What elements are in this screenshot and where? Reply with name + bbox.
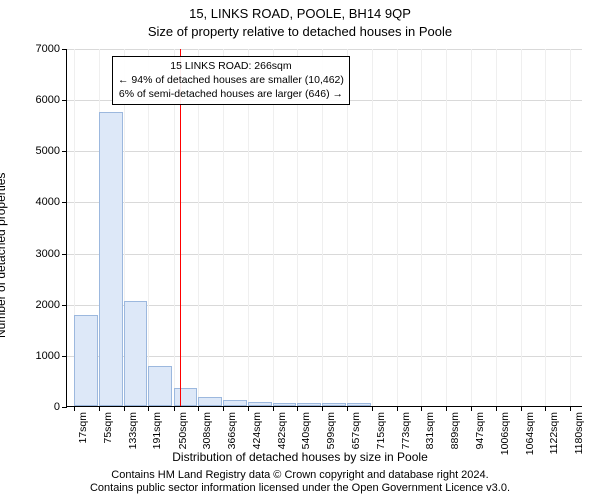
x-tick-mark <box>297 406 298 411</box>
x-tick-mark <box>198 406 199 411</box>
x-tick-label: 773sqm <box>400 412 412 449</box>
annotation-line-3: 6% of semi-detached houses are larger (6… <box>119 88 343 100</box>
x-tick-label: 1006sqm <box>499 412 511 455</box>
histogram-bar <box>74 315 98 406</box>
x-tick-mark <box>148 406 149 411</box>
y-tick-mark <box>62 407 67 408</box>
annotation-line-1: 15 LINKS ROAD: 266sqm <box>170 60 291 72</box>
histogram-bar <box>99 112 123 406</box>
x-tick-label: 191sqm <box>151 412 163 449</box>
histogram-bar <box>322 403 346 406</box>
histogram-bar <box>297 403 321 406</box>
x-tick-mark <box>397 406 398 411</box>
x-tick-label: 482sqm <box>276 412 288 449</box>
y-axis-label: Number of detached properties <box>0 173 8 338</box>
gridline-h <box>67 49 582 50</box>
histogram-bar <box>198 397 222 406</box>
y-tick-label: 4000 <box>10 196 60 208</box>
y-tick-label: 1000 <box>10 350 60 362</box>
y-tick-mark <box>62 356 67 357</box>
x-tick-label: 1064sqm <box>524 412 536 455</box>
x-tick-label: 889sqm <box>449 412 461 449</box>
histogram-bar <box>273 403 297 406</box>
gridline-v <box>570 49 571 406</box>
x-tick-mark <box>74 406 75 411</box>
histogram-bar <box>347 403 371 406</box>
y-tick-label: 6000 <box>10 94 60 106</box>
y-tick-mark <box>62 305 67 306</box>
annotation-line-2: ← 94% of detached houses are smaller (10… <box>118 74 344 86</box>
x-tick-mark <box>223 406 224 411</box>
x-tick-label: 366sqm <box>226 412 238 449</box>
y-tick-label: 0 <box>10 401 60 413</box>
gridline-v <box>471 49 472 406</box>
gridline-h <box>67 254 582 255</box>
x-tick-mark <box>446 406 447 411</box>
x-tick-label: 17sqm <box>77 412 89 444</box>
annotation-box: 15 LINKS ROAD: 266sqm ← 94% of detached h… <box>112 56 350 105</box>
y-tick-mark <box>62 151 67 152</box>
y-tick-mark <box>62 254 67 255</box>
gridline-v <box>521 49 522 406</box>
x-tick-label: 133sqm <box>127 412 139 449</box>
x-tick-label: 947sqm <box>474 412 486 449</box>
x-tick-label: 657sqm <box>350 412 362 449</box>
gridline-v <box>421 49 422 406</box>
gridline-v <box>397 49 398 406</box>
x-tick-label: 250sqm <box>177 412 189 449</box>
x-tick-label: 1180sqm <box>573 412 585 454</box>
x-tick-label: 540sqm <box>300 412 312 449</box>
x-tick-mark <box>174 406 175 411</box>
histogram-bar <box>223 400 247 406</box>
gridline-h <box>67 151 582 152</box>
page-subtitle: Size of property relative to detached ho… <box>0 24 600 39</box>
y-tick-mark <box>62 100 67 101</box>
x-tick-mark <box>124 406 125 411</box>
page-title: 15, LINKS ROAD, POOLE, BH14 9QP <box>0 6 600 21</box>
x-tick-mark <box>248 406 249 411</box>
x-tick-mark <box>347 406 348 411</box>
y-tick-mark <box>62 202 67 203</box>
x-tick-mark <box>496 406 497 411</box>
x-tick-label: 1122sqm <box>548 412 560 454</box>
x-tick-label: 831sqm <box>424 412 436 449</box>
x-tick-mark <box>322 406 323 411</box>
x-tick-mark <box>273 406 274 411</box>
gridline-v <box>446 49 447 406</box>
gridline-h <box>67 202 582 203</box>
y-tick-label: 2000 <box>10 299 60 311</box>
histogram-bar <box>174 388 198 406</box>
x-tick-mark <box>421 406 422 411</box>
x-tick-mark <box>99 406 100 411</box>
x-tick-mark <box>521 406 522 411</box>
x-tick-label: 715sqm <box>375 412 387 449</box>
x-tick-mark <box>545 406 546 411</box>
x-tick-label: 308sqm <box>201 412 213 449</box>
footer-attribution: Contains HM Land Registry data © Crown c… <box>0 469 600 497</box>
y-tick-mark <box>62 49 67 50</box>
histogram-bar <box>124 301 148 406</box>
y-tick-label: 5000 <box>10 145 60 157</box>
gridline-v <box>372 49 373 406</box>
x-tick-mark <box>372 406 373 411</box>
x-tick-mark <box>570 406 571 411</box>
x-tick-label: 424sqm <box>251 412 263 449</box>
x-tick-mark <box>471 406 472 411</box>
histogram-bar <box>248 402 272 406</box>
footer-line-1: Contains HM Land Registry data © Crown c… <box>111 469 488 481</box>
footer-line-2: Contains public sector information licen… <box>90 482 510 494</box>
y-tick-label: 7000 <box>10 43 60 55</box>
gridline-v <box>496 49 497 406</box>
histogram-bar <box>148 366 172 406</box>
gridline-v <box>545 49 546 406</box>
y-tick-label: 3000 <box>10 248 60 260</box>
x-tick-label: 599sqm <box>325 412 337 449</box>
x-tick-label: 75sqm <box>102 412 114 444</box>
